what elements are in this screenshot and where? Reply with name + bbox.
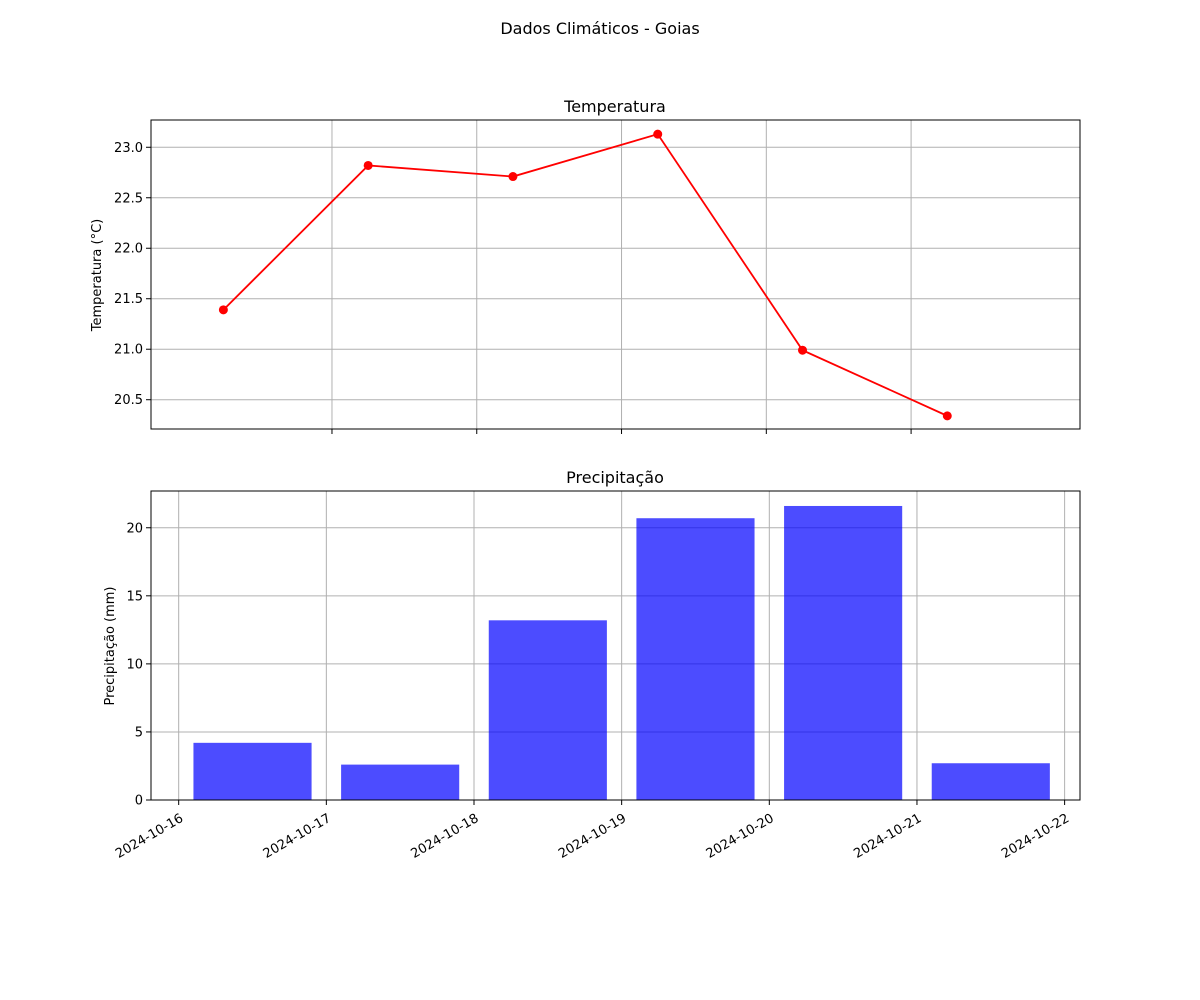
precipitation-bar [931,763,1050,800]
temperature-y-axis-label: Temperatura (°C) [90,219,105,332]
precipitation-title: Precipitação [566,468,664,487]
precipitation-bar [341,764,460,800]
temperature-panel: Temperatura Temperatura (°C) 20.5 21.0 21.… [90,97,1081,434]
y-tick-label: 20.5 [114,393,143,408]
x-axis [331,429,912,434]
y-axis: 20.5 21.0 21.5 22.0 22.5 23.0 [114,141,151,408]
bars [193,505,1050,800]
precipitation-bar [636,518,755,800]
temperature-line [222,133,948,417]
temperature-title: Temperatura [563,97,666,116]
precipitation-bar [193,742,312,800]
y-tick-label: 20 [126,521,143,536]
temperature-point [508,172,518,182]
y-tick-label: 15 [126,589,143,604]
y-tick-label: 22.5 [114,191,143,206]
grid-lines [151,120,1080,429]
precipitation-y-axis-label: Precipitação (mm) [103,586,118,705]
precipitation-bar [784,505,903,800]
temperature-point [363,160,373,170]
y-tick-label: 21.0 [114,343,143,358]
plot-frame [150,119,1081,430]
y-tick-label: 0 [135,794,143,809]
series [218,129,952,421]
plot-frame [150,490,1081,801]
figure-title: Dados Climáticos - Goias [500,19,699,38]
y-axis: 0 5 10 15 20 [126,521,151,809]
y-tick-label: 22.0 [114,242,143,257]
precipitation-bar [488,620,607,800]
y-tick-label: 21.5 [114,292,143,307]
y-tick-label: 10 [126,657,143,672]
temperature-point [798,345,808,355]
y-tick-label: 23.0 [114,141,143,156]
temperature-point [942,411,952,421]
y-tick-label: 5 [135,725,143,740]
temperature-point [653,129,663,139]
temperature-point [218,305,228,315]
